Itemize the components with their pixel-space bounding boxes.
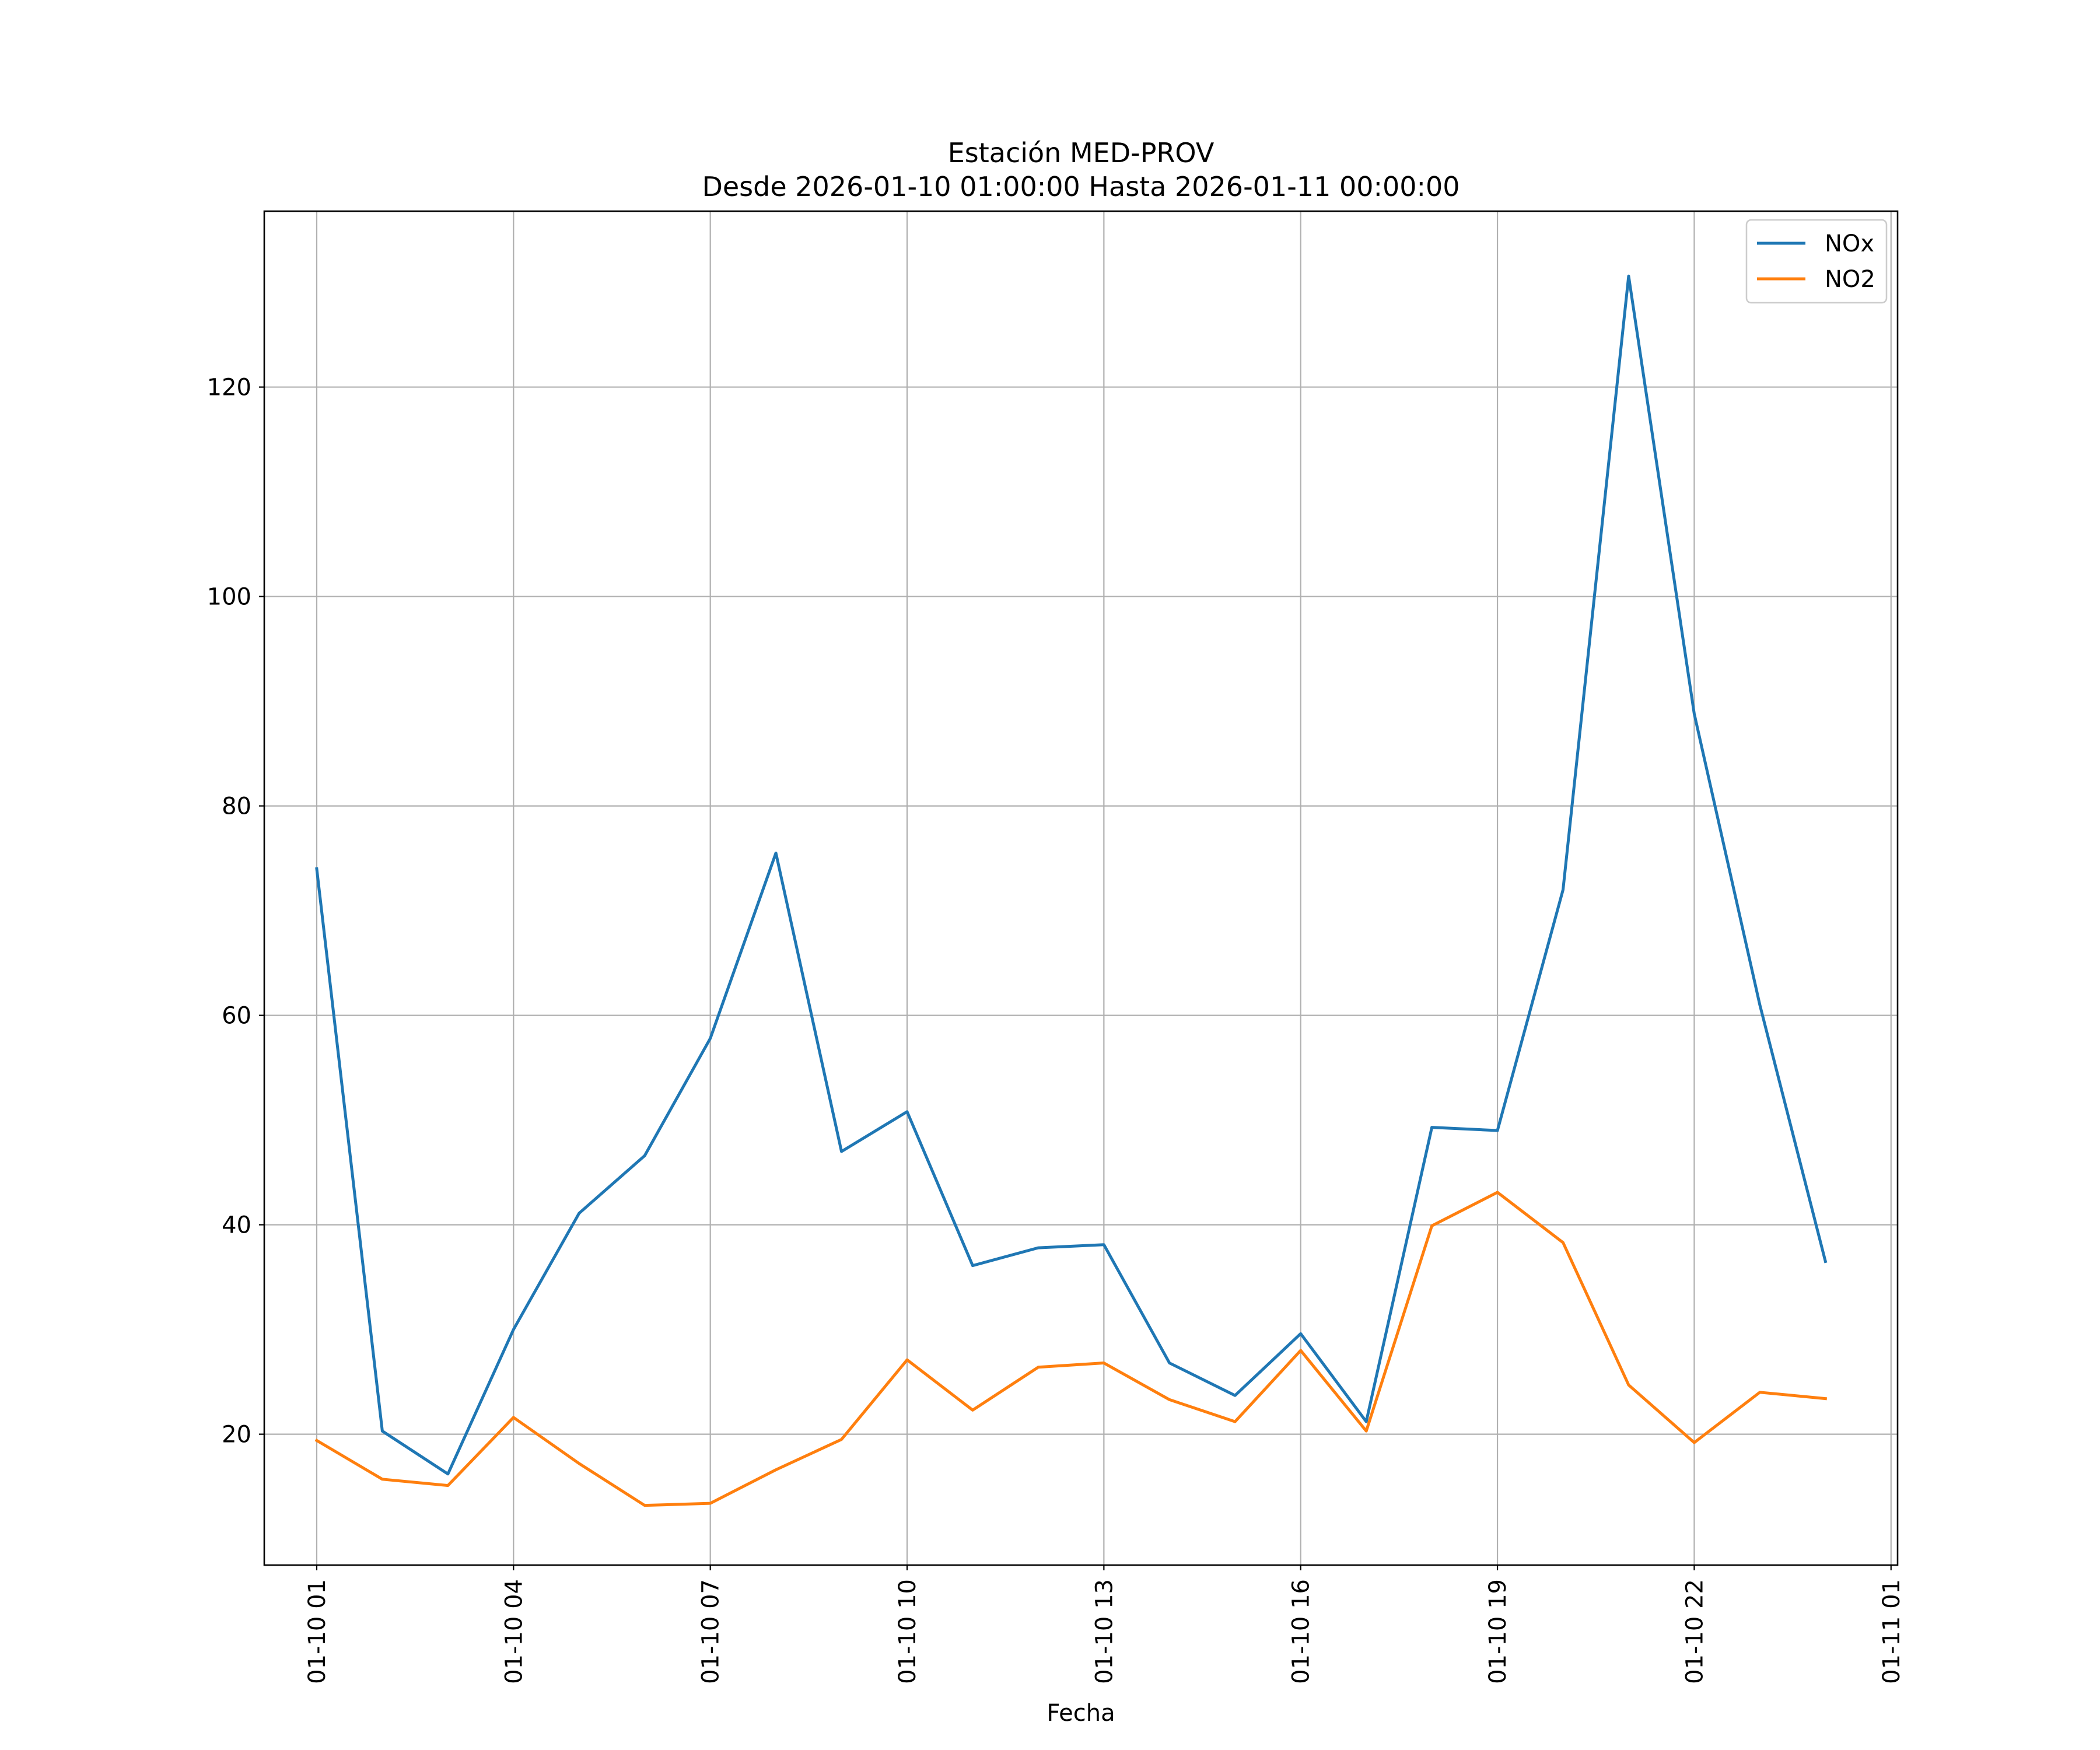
x-tick-label: 01-10 16 bbox=[1288, 1579, 1315, 1684]
grid bbox=[264, 211, 1898, 1565]
legend-label-no2: NO2 bbox=[1825, 266, 1875, 293]
series-line-no2 bbox=[314, 1191, 1828, 1507]
chart-title-line-1: Estación MED-PROV bbox=[948, 137, 1214, 169]
x-axis-label: Fecha bbox=[1046, 1700, 1115, 1727]
x-tick-label: 01-11 01 bbox=[1878, 1579, 1905, 1684]
y-tick-label: 40 bbox=[222, 1212, 251, 1239]
x-tick-label: 01-10 01 bbox=[304, 1579, 331, 1684]
chart-title-line-2: Desde 2026-01-10 01:00:00 Hasta 2026-01-… bbox=[702, 171, 1460, 202]
legend-label-nox: NOx bbox=[1825, 230, 1874, 257]
y-tick-label: 80 bbox=[222, 793, 251, 820]
x-tick-label: 01-10 10 bbox=[894, 1579, 921, 1684]
axis-ticks: 01-10 01 01-10 04 01-10 07 01-10 10 01-10 13… bbox=[207, 374, 1905, 1684]
x-tick-label: 01-10 19 bbox=[1485, 1579, 1511, 1684]
legend: NOx NO2 bbox=[1745, 219, 1888, 304]
y-tick-label: 100 bbox=[207, 584, 251, 611]
x-tick-label: 01-10 13 bbox=[1091, 1579, 1118, 1684]
series-line-nox bbox=[315, 274, 1828, 1476]
series-group bbox=[314, 274, 1828, 1507]
y-tick-label: 60 bbox=[222, 1003, 251, 1030]
legend-frame bbox=[1745, 219, 1888, 304]
y-tick-label: 20 bbox=[222, 1422, 251, 1448]
x-tick-label: 01-10 07 bbox=[698, 1579, 724, 1684]
x-tick-label: 01-10 04 bbox=[501, 1579, 527, 1684]
plot-frame bbox=[263, 210, 1899, 1566]
x-tick-label: 01-10 22 bbox=[1681, 1579, 1708, 1684]
y-tick-label: 120 bbox=[207, 374, 251, 401]
